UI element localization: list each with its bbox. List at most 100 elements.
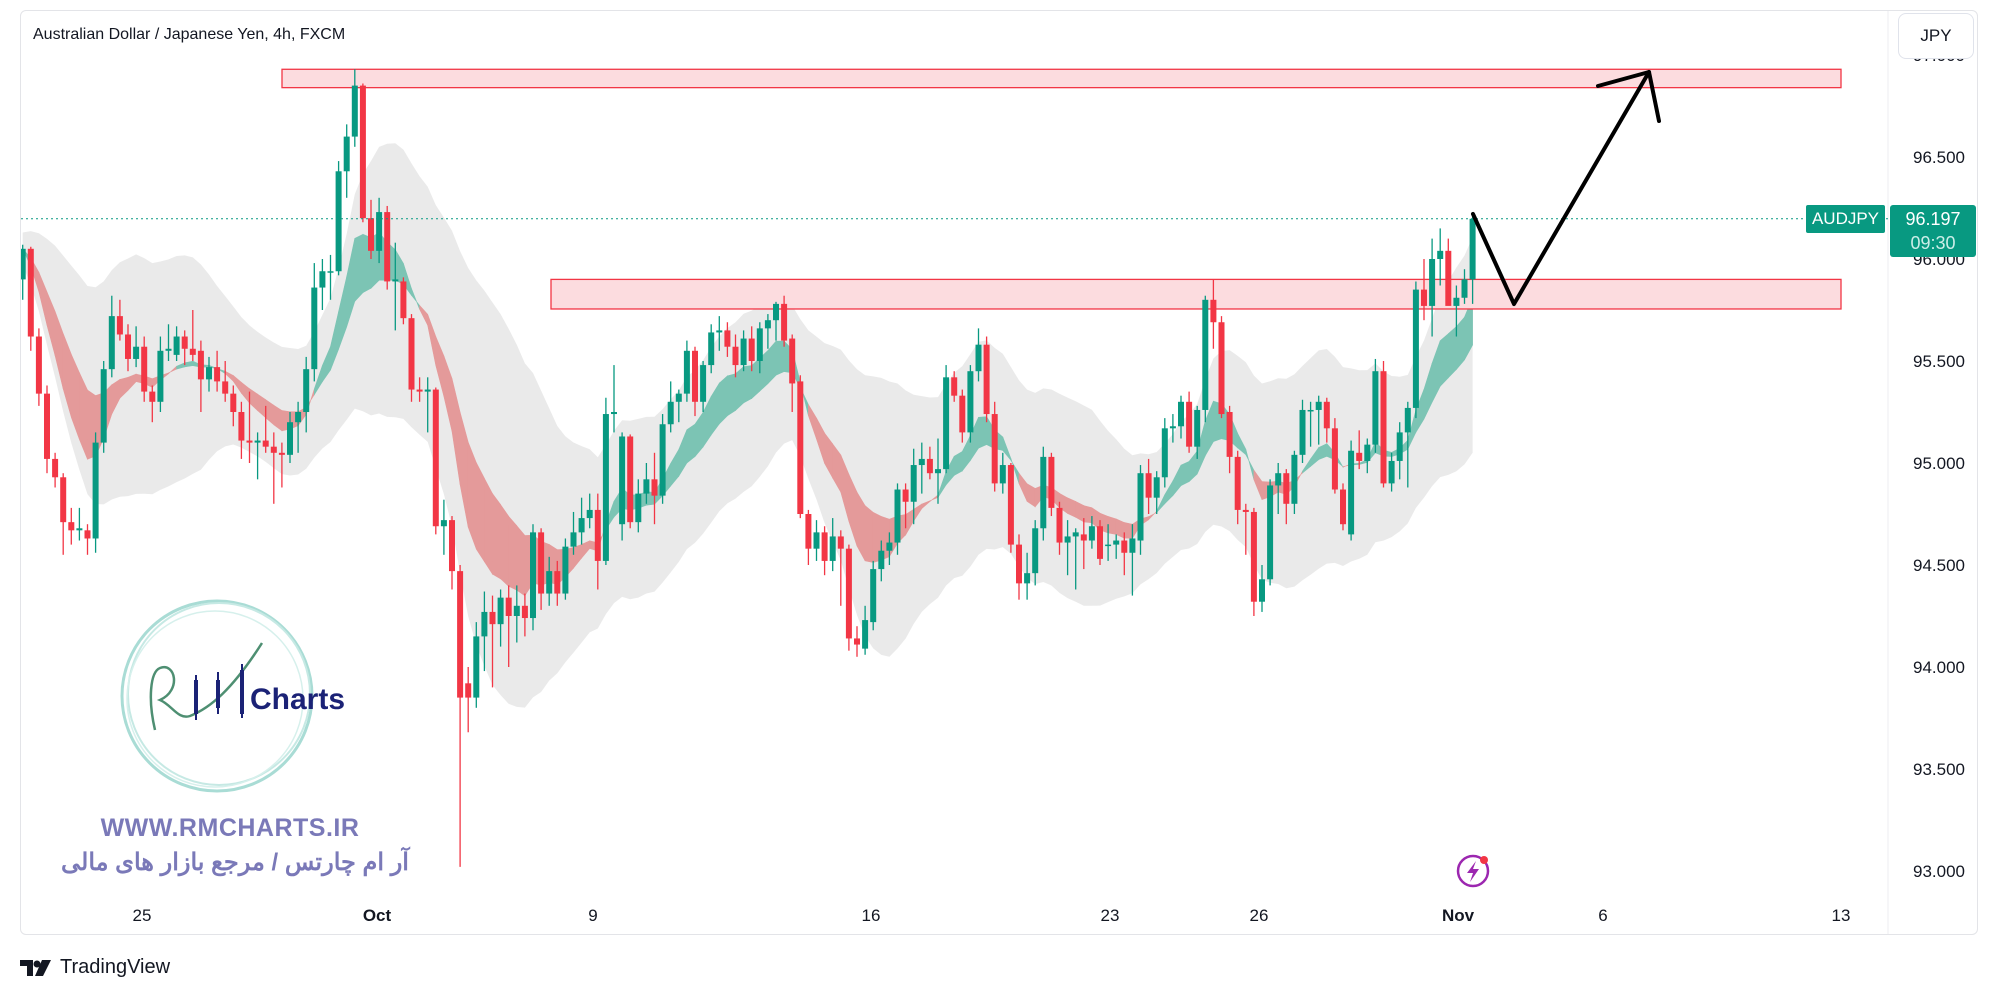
ribbon-segment (1124, 522, 1133, 539)
candle (1437, 228, 1444, 286)
ribbon-segment (475, 462, 485, 563)
candle-body (157, 350, 164, 402)
candle-body (611, 412, 617, 415)
candle-body (1453, 297, 1460, 306)
chart-frame (20, 10, 1978, 935)
candle (951, 371, 958, 402)
candle (465, 667, 472, 733)
resistance-zone[interactable] (550, 278, 1842, 310)
candle-body (1032, 528, 1039, 574)
candle-body (1234, 456, 1241, 510)
candle-body (918, 458, 925, 466)
candle (1186, 391, 1193, 453)
candle (416, 377, 423, 402)
candle-body (84, 530, 91, 539)
candle-body (991, 414, 998, 484)
candle-body (1250, 511, 1257, 602)
candle (538, 528, 545, 610)
candle-body (1097, 526, 1103, 559)
candle-body (278, 452, 285, 455)
candle (246, 391, 253, 463)
candle-body (173, 336, 180, 355)
candle (1056, 501, 1063, 555)
candle (449, 516, 455, 590)
candle-body (837, 536, 844, 549)
candle (926, 446, 933, 480)
price-axis[interactable]: 97.00096.50096.00095.50095.00094.50094.0… (1913, 46, 1965, 881)
candle-body (384, 212, 391, 282)
candle-body (133, 346, 140, 359)
candle (1275, 463, 1282, 514)
candle-body (457, 571, 464, 698)
candle (1250, 507, 1257, 616)
candle-body (206, 367, 212, 380)
candle (359, 83, 366, 223)
candle (384, 205, 391, 290)
logo-text: Charts (250, 683, 345, 716)
candle-body (368, 218, 374, 251)
currency-button[interactable]: JPY (1898, 13, 1974, 59)
candle-body (562, 546, 569, 594)
tradingview-brand[interactable]: TradingView (20, 956, 170, 979)
candle-body (1129, 538, 1136, 553)
candle-body (416, 389, 423, 392)
time-axis[interactable]: 25 Oct 9 16 23 26 Nov 6 13 (133, 906, 1851, 925)
candle-body (68, 522, 75, 531)
candle (189, 310, 196, 361)
time-tick-label: 25 (133, 906, 152, 925)
ribbon-segment (484, 478, 493, 576)
candle-body (1445, 250, 1452, 306)
candle (1323, 397, 1330, 443)
candle-body (1437, 250, 1444, 259)
projection-arrow[interactable] (1471, 70, 1661, 306)
candle-body (189, 348, 196, 355)
candle-body (295, 412, 302, 423)
lightning-icon[interactable] (1456, 854, 1490, 888)
candle (1218, 316, 1225, 419)
candle (181, 330, 188, 366)
candle-body (1088, 526, 1095, 541)
candle-body (489, 611, 496, 625)
candle-body (627, 436, 634, 523)
candle (222, 361, 229, 402)
candle (837, 530, 844, 606)
candle-body (440, 520, 447, 527)
horizontal-zones[interactable] (281, 68, 1842, 310)
candle-body (100, 369, 107, 443)
candle-body (570, 532, 577, 547)
candle-body (675, 393, 682, 402)
candle-body (1105, 544, 1112, 547)
time-tick-label: 16 (862, 906, 881, 925)
candle (376, 197, 383, 264)
candle-body (578, 518, 585, 533)
candle (570, 511, 577, 555)
candle-body (1429, 259, 1436, 306)
candle-body (999, 465, 1006, 484)
candle (149, 385, 156, 423)
ribbon-segment (1083, 505, 1093, 524)
candle (1032, 520, 1039, 586)
candle (303, 356, 310, 433)
resistance-zone[interactable] (281, 68, 1842, 89)
candle-body (1161, 428, 1168, 478)
candle-body (449, 520, 455, 572)
candle (546, 556, 553, 606)
candle-body (1469, 218, 1476, 280)
candle-body (1080, 534, 1087, 541)
candle-body (246, 440, 253, 443)
price-tick-label: 93.500 (1913, 760, 1965, 779)
candle (1396, 422, 1403, 480)
candle-body (797, 381, 804, 514)
candle (173, 326, 180, 361)
candle-body (902, 489, 909, 502)
candle (432, 387, 439, 535)
candle (335, 161, 342, 276)
candle-body (748, 338, 755, 361)
candle-body (692, 350, 698, 402)
candle-body (408, 318, 415, 390)
candle-body (716, 330, 723, 333)
candle (262, 405, 269, 453)
candle (1194, 405, 1201, 459)
candle-body (724, 330, 731, 347)
